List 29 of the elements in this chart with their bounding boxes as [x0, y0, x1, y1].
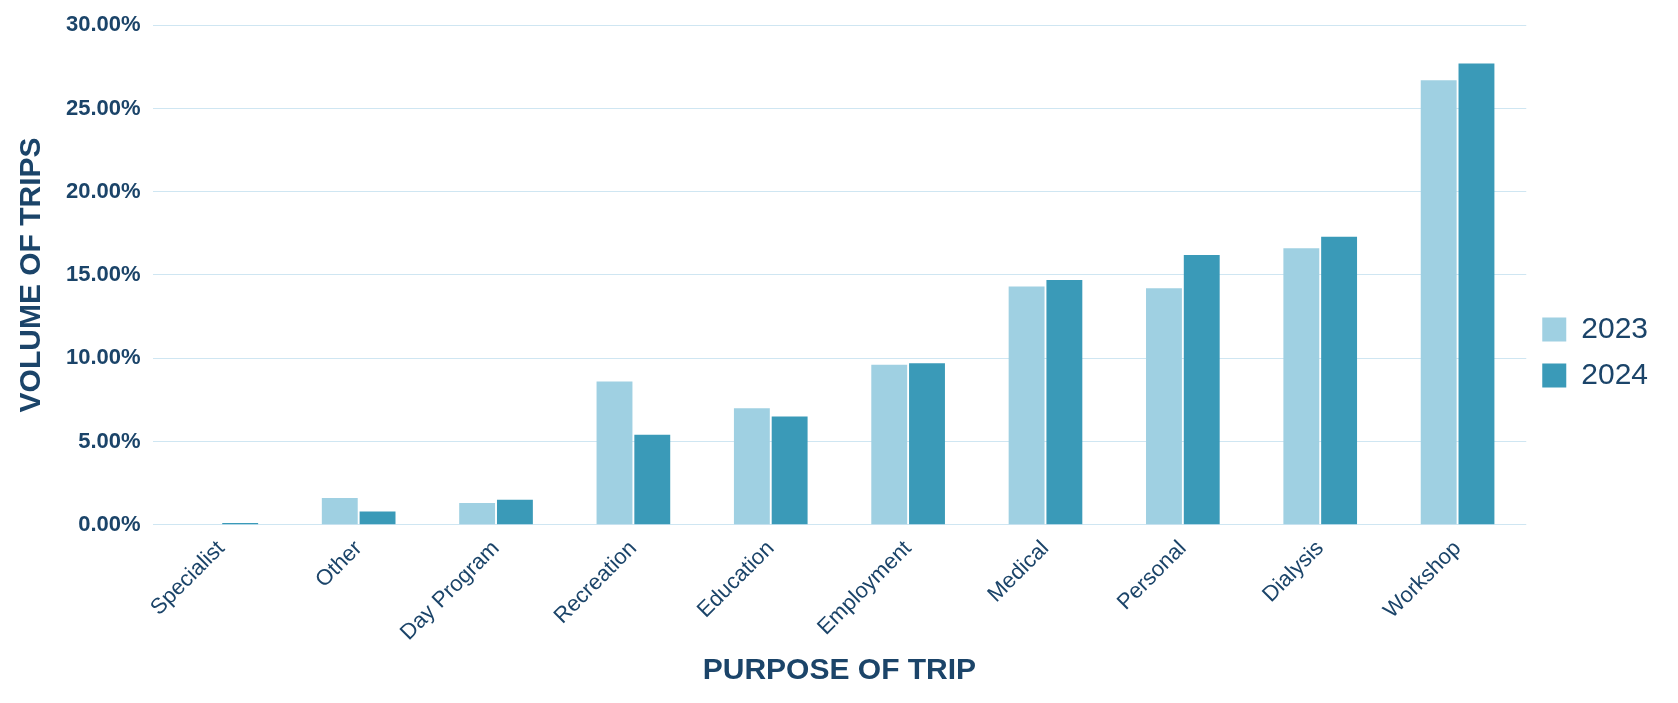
bar [634, 434, 671, 525]
bar [1321, 236, 1358, 525]
bar [1008, 286, 1045, 525]
bar [1420, 80, 1457, 525]
legend-label: 2024 [1581, 356, 1649, 390]
y-axis-title: VOLUME OF TRIPS [13, 137, 47, 413]
bar [1283, 248, 1320, 525]
y-tick-label: 20.00% [65, 177, 141, 203]
bar [459, 503, 496, 525]
x-axis-title: PURPOSE OF TRIP [702, 652, 977, 686]
legend-label: 2023 [1581, 310, 1649, 344]
bar [596, 381, 633, 525]
y-tick-label: 25.00% [65, 94, 141, 120]
bar [1046, 279, 1083, 525]
bar [321, 498, 358, 525]
bar [1458, 63, 1495, 525]
bar [1146, 288, 1182, 525]
bar [909, 363, 945, 525]
bar [871, 364, 908, 525]
y-tick-label: 0.00% [78, 510, 141, 536]
bar [771, 416, 808, 525]
y-tick-label: 10.00% [65, 344, 141, 370]
bar [733, 408, 770, 525]
bar [359, 511, 396, 525]
bar [1183, 254, 1220, 525]
y-tick-label: 30.00% [65, 11, 141, 37]
y-tick-label: 15.00% [65, 261, 141, 287]
bar [496, 499, 533, 525]
y-tick-label: 5.00% [78, 427, 141, 453]
